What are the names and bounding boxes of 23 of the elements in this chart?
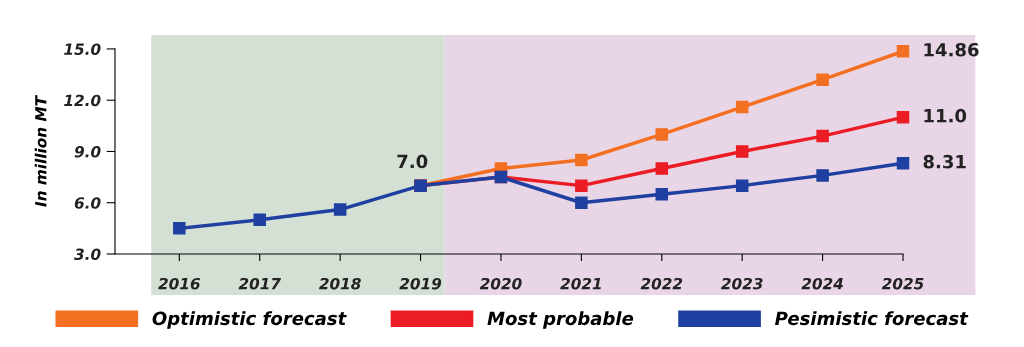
x-tick-label: 2021 [560,277,601,290]
y-tick-label: 12.0 [64,94,101,107]
x-tick-label: 2017 [238,277,281,290]
y-tick-label: 6.0 [74,197,101,209]
x-tick-label: 2023 [721,277,763,290]
data-label: 14.86 [924,42,979,57]
data-label: 7.0 [397,154,428,169]
x-tick-label: 2022 [640,277,683,290]
x-tick-label: 2018 [319,277,361,290]
legend-label: Most probable [487,311,634,329]
x-tick-label: 2020 [479,277,522,290]
x-tick-label: 2019 [399,277,442,290]
y-axis-title: In million MT [34,94,47,207]
y-tick-label: 15.0 [64,43,101,55]
y-tick-label: 9.0 [74,145,101,158]
legend-label: Pesimistic forecast [775,311,969,326]
data-label: 8.31 [923,154,966,169]
x-tick-label: 2025 [881,277,924,290]
legend-label: Optimistic forecast [152,311,347,329]
x-tick-label: 2016 [158,277,201,290]
x-tick-label: 2024 [801,277,843,290]
data-label: 11.0 [924,108,967,123]
y-tick-label: 3.0 [74,248,101,261]
